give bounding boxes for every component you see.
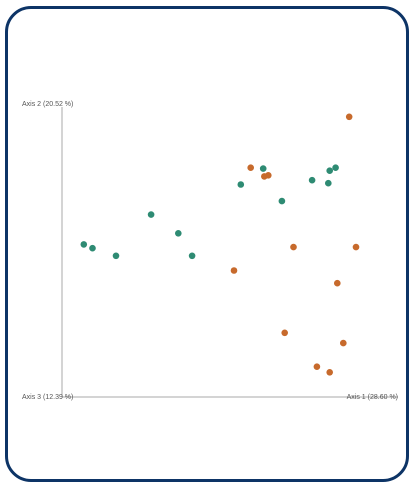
data-point-s2-12: [352, 243, 360, 251]
data-point-s1-13: [332, 164, 339, 171]
data-point-s2-7: [313, 363, 321, 371]
data-point-s1-6: [188, 252, 196, 260]
data-point-s1-9: [278, 197, 286, 205]
axis-1-label: Axis 1 (28.60 %): [347, 394, 398, 401]
axis-2-label: Axis 2 (20.52 %): [22, 101, 73, 108]
axis-3-label: Axis 3 (12.39 %): [22, 394, 73, 401]
data-point-s1-8: [259, 165, 267, 172]
data-point-s1-10: [308, 176, 316, 184]
plot-frame: [5, 6, 409, 482]
data-point-s1-5: [175, 230, 182, 237]
data-point-s2-8: [326, 369, 334, 376]
data-point-s2-5: [281, 329, 289, 337]
data-point-s1-11: [325, 179, 332, 187]
data-point-s1-1: [80, 241, 88, 248]
data-point-s2-9: [334, 279, 341, 287]
data-point-s2-4: [265, 172, 272, 179]
data-point-s1-7: [237, 181, 245, 188]
data-point-s2-10: [340, 339, 347, 347]
data-point-s2-11: [345, 113, 353, 121]
data-points: [80, 113, 360, 376]
data-point-s1-4: [147, 211, 155, 218]
data-point-s1-12: [326, 167, 334, 174]
data-point-s2-6: [290, 243, 297, 251]
data-point-s2-1: [230, 267, 238, 274]
data-point-s1-2: [89, 244, 96, 252]
data-point-s2-2: [247, 164, 254, 171]
data-point-s1-3: [112, 252, 120, 260]
